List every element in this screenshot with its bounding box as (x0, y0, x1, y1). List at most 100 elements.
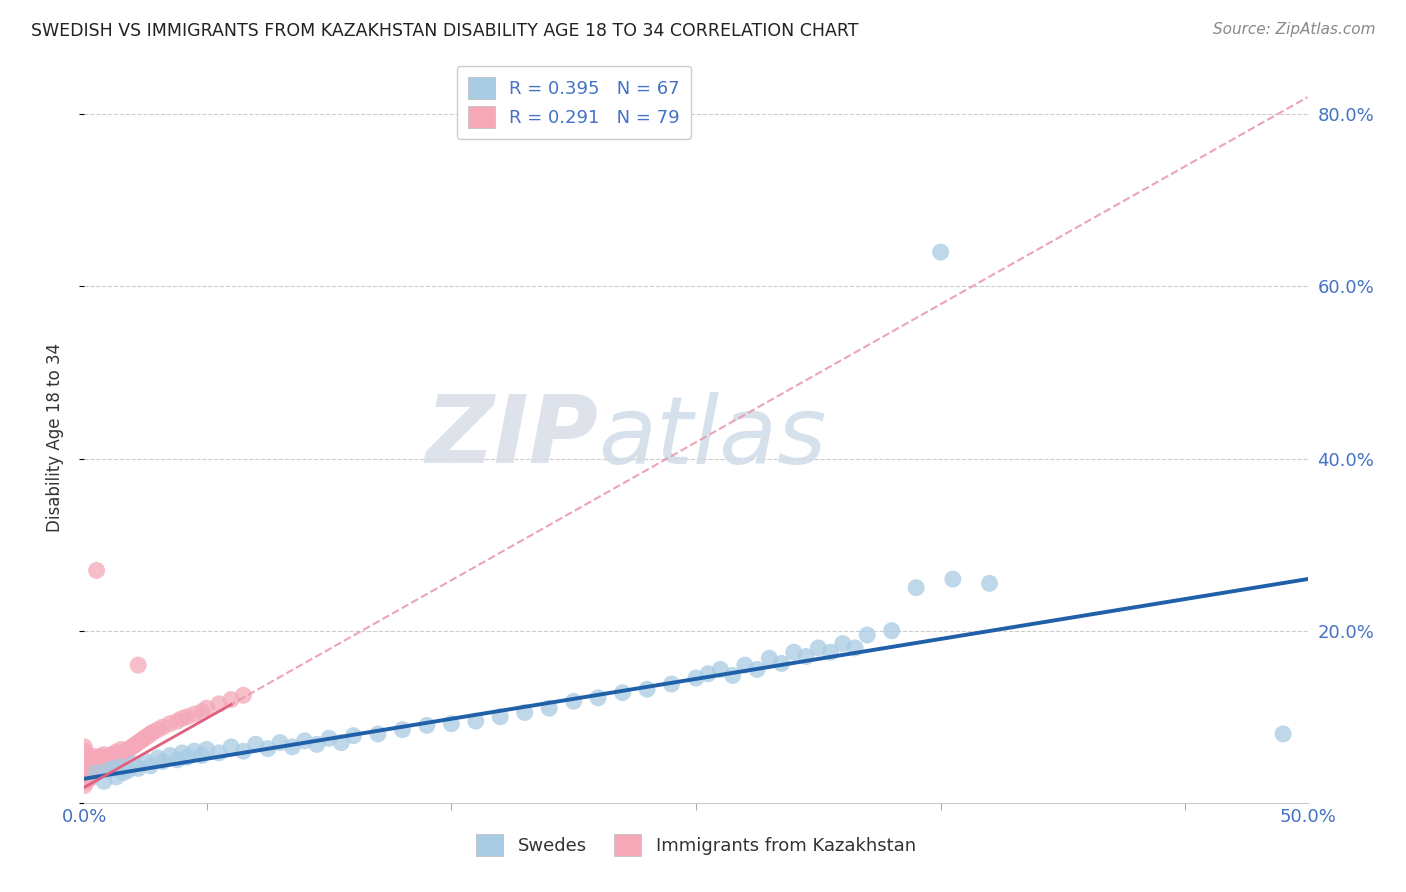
Point (232, 688, 254, 702)
Point (208, 697, 231, 711)
Point (232, 744, 254, 758)
Point (83, 761, 105, 775)
Point (342, 729, 364, 743)
Point (93, 747, 115, 762)
Point (367, 727, 389, 741)
Point (794, 649, 817, 664)
Point (661, 677, 683, 691)
Point (76, 768, 98, 782)
Point (110, 742, 132, 756)
Point (115, 744, 138, 758)
Point (96, 752, 118, 766)
Point (93, 759, 115, 773)
Point (86, 564, 108, 578)
Point (807, 640, 830, 655)
Point (93, 754, 115, 768)
Point (73, 744, 96, 758)
Point (83, 749, 105, 764)
Point (195, 701, 218, 715)
Point (330, 735, 353, 749)
Point (103, 753, 125, 767)
Point (105, 751, 128, 765)
Point (73, 748, 96, 763)
Point (172, 711, 194, 725)
Point (929, 245, 952, 260)
Point (80, 763, 103, 777)
Point (129, 734, 152, 748)
Point (257, 741, 280, 756)
Point (770, 657, 793, 671)
Point (195, 742, 218, 756)
Point (96, 758, 118, 772)
Point (142, 725, 165, 739)
Point (117, 742, 139, 756)
Point (100, 748, 122, 763)
Point (103, 747, 125, 761)
Point (152, 720, 174, 734)
Point (159, 748, 181, 763)
Point (734, 658, 756, 673)
Point (127, 761, 149, 775)
Point (183, 707, 205, 722)
Point (191, 748, 214, 763)
Point (97, 750, 120, 764)
Point (905, 581, 928, 595)
Point (844, 640, 866, 655)
Point (136, 729, 159, 743)
Point (122, 757, 145, 772)
Point (709, 662, 731, 676)
Point (87, 758, 110, 772)
Point (76, 755, 98, 769)
Point (758, 651, 780, 665)
Point (191, 705, 214, 719)
Point (747, 662, 769, 676)
Point (73, 761, 96, 775)
Point (86, 753, 108, 767)
Point (820, 645, 842, 659)
Point (697, 666, 720, 681)
Point (122, 739, 145, 753)
Point (127, 658, 149, 673)
Point (110, 747, 132, 762)
Point (245, 737, 267, 751)
Point (281, 739, 304, 754)
Text: SWEDISH VS IMMIGRANTS FROM KAZAKHSTAN DISABILITY AGE 18 TO 34 CORRELATION CHART: SWEDISH VS IMMIGRANTS FROM KAZAKHSTAN DI… (31, 22, 859, 40)
Point (100, 755, 122, 769)
Point (294, 734, 316, 748)
Point (513, 706, 536, 720)
Point (76, 759, 98, 773)
Point (76, 774, 98, 789)
Y-axis label: Disability Age 18 to 34: Disability Age 18 to 34 (45, 343, 63, 532)
Point (612, 686, 634, 700)
Point (107, 749, 129, 764)
Point (305, 737, 328, 751)
Point (146, 723, 169, 737)
Point (176, 710, 198, 724)
Point (105, 745, 128, 759)
Point (86, 765, 108, 780)
Point (269, 735, 291, 749)
Point (93, 774, 115, 789)
Point (318, 731, 340, 746)
Point (880, 624, 903, 638)
Text: atlas: atlas (598, 392, 827, 483)
Point (90, 756, 112, 770)
Point (135, 755, 157, 769)
Point (83, 756, 105, 770)
Point (97, 756, 120, 771)
Point (166, 753, 188, 767)
Point (90, 749, 112, 764)
Text: Source: ZipAtlas.com: Source: ZipAtlas.com (1212, 22, 1375, 37)
Point (73, 774, 96, 789)
Point (77, 759, 100, 773)
Point (112, 765, 135, 780)
Point (586, 690, 609, 705)
Point (152, 755, 174, 769)
Point (183, 744, 205, 758)
Point (117, 763, 139, 777)
Point (783, 645, 806, 659)
Point (856, 628, 879, 642)
Point (112, 746, 135, 760)
Point (440, 716, 463, 731)
Point (208, 746, 231, 760)
